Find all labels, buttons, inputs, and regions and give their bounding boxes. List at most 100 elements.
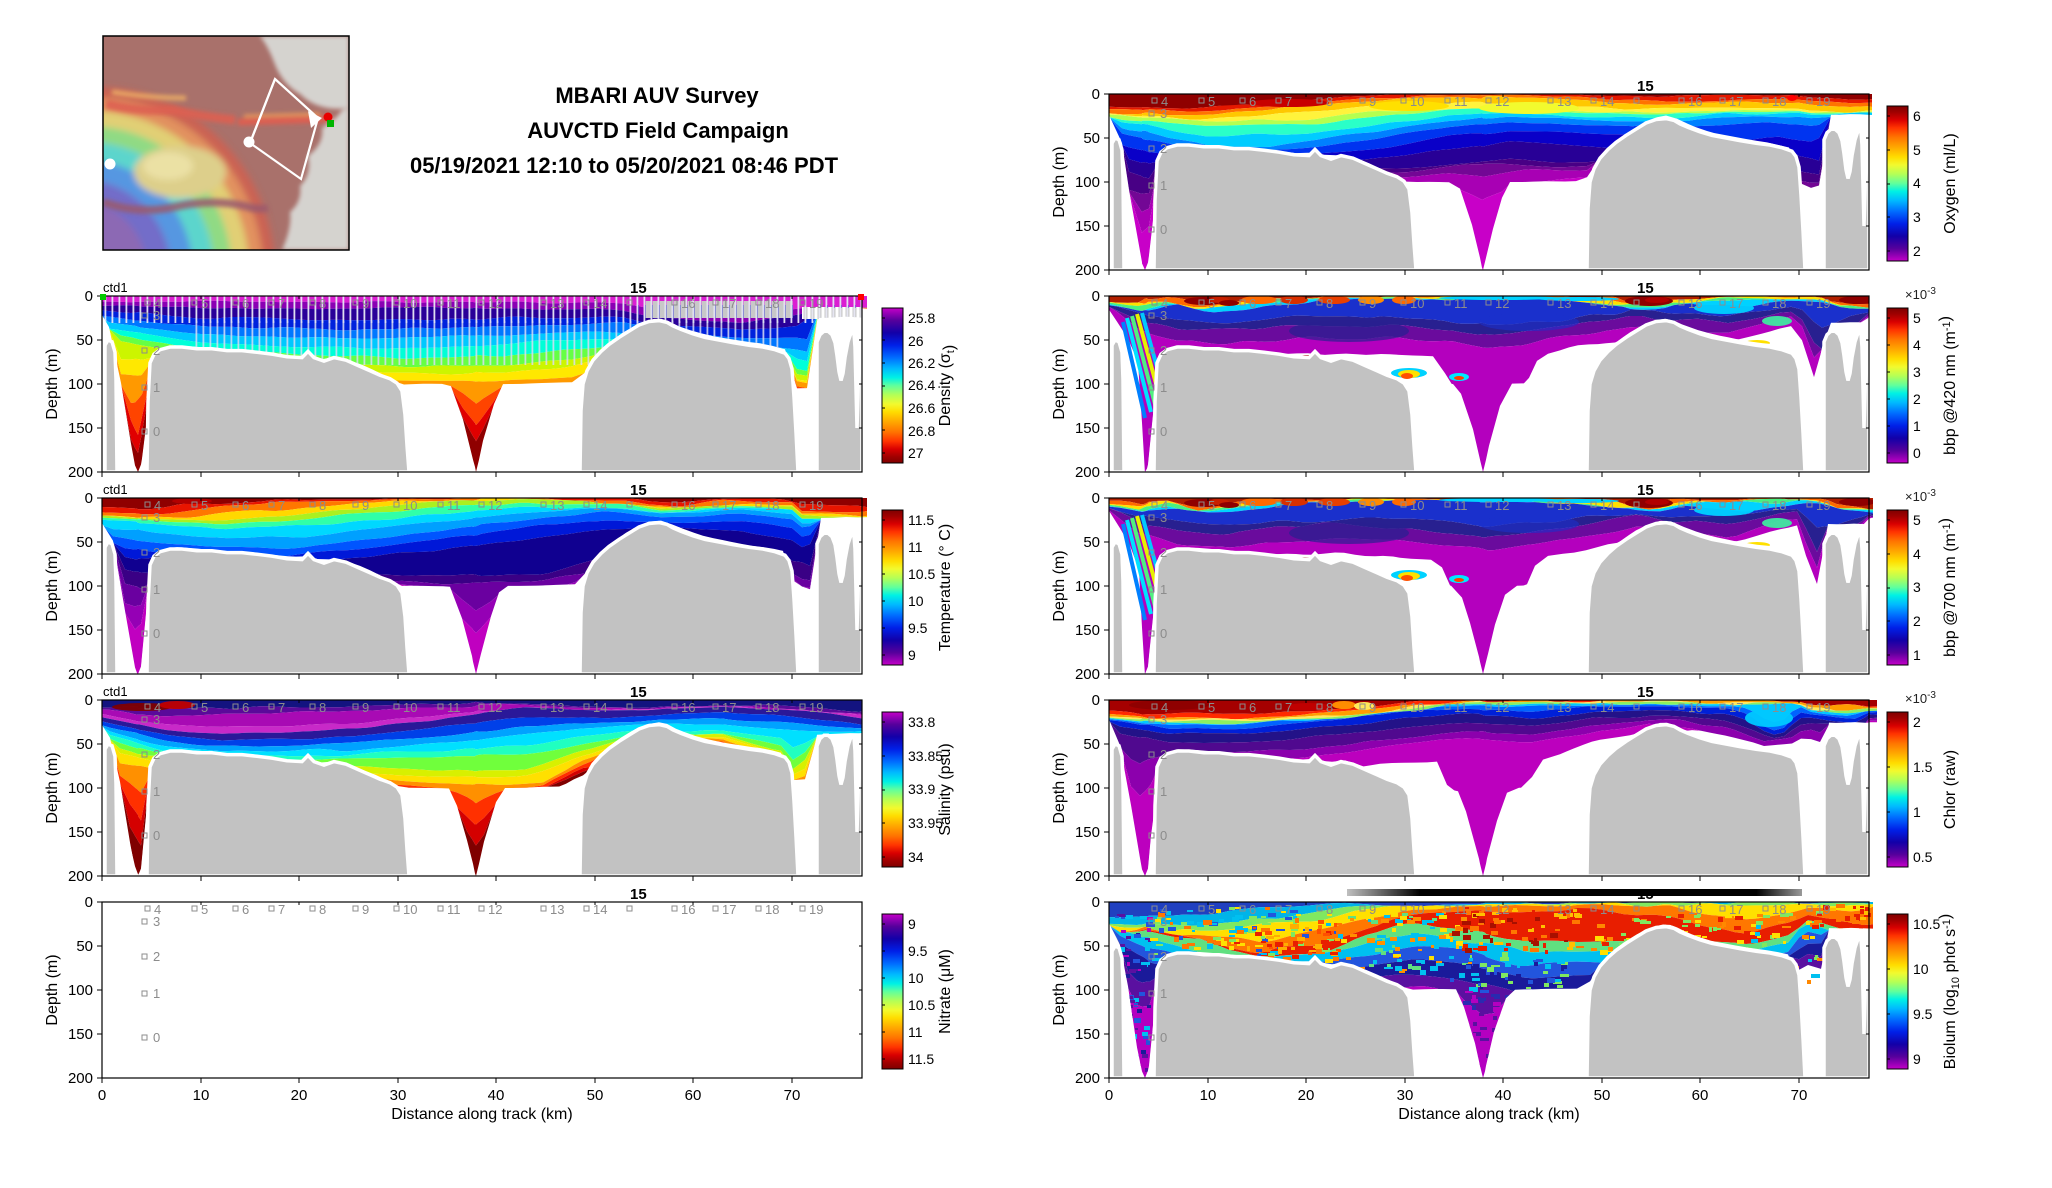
svg-text:26.6: 26.6 [908,400,935,416]
svg-text:9: 9 [908,916,916,932]
svg-text:17: 17 [722,296,736,311]
svg-text:0: 0 [1160,424,1167,439]
svg-text:70: 70 [1791,1087,1808,1104]
svg-text:9: 9 [362,902,369,917]
svg-text:50: 50 [1083,534,1100,551]
svg-text:18: 18 [765,296,779,311]
svg-text:26: 26 [908,333,924,349]
svg-text:19: 19 [1816,498,1830,513]
svg-text:6: 6 [242,700,249,715]
svg-text:12: 12 [488,498,502,513]
svg-text:Depth (m): Depth (m) [1051,550,1068,621]
svg-text:9: 9 [362,498,369,513]
svg-text:100: 100 [1075,578,1100,595]
svg-text:10: 10 [1913,961,1929,977]
svg-text:4: 4 [154,498,161,513]
svg-text:11: 11 [1454,296,1468,311]
svg-text:40: 40 [1495,1087,1512,1104]
svg-text:50: 50 [76,332,93,349]
svg-text:18: 18 [1772,700,1786,715]
svg-text:Depth (m): Depth (m) [44,550,61,621]
svg-text:12: 12 [488,902,502,917]
svg-text:17: 17 [1729,498,1743,513]
svg-text:11: 11 [1454,498,1468,513]
svg-text:12: 12 [1495,94,1509,109]
svg-text:19: 19 [1816,94,1830,109]
svg-text:15: 15 [630,280,647,297]
svg-text:33.8: 33.8 [908,714,935,730]
svg-text:18: 18 [765,700,779,715]
svg-text:10: 10 [1410,94,1424,109]
svg-text:0: 0 [1913,445,1921,461]
svg-text:Depth (m): Depth (m) [1051,954,1068,1025]
svg-text:9: 9 [362,700,369,715]
svg-text:8: 8 [319,902,326,917]
svg-text:2: 2 [1913,613,1921,629]
svg-text:50: 50 [1594,1087,1611,1104]
svg-text:19: 19 [809,902,823,917]
svg-text:10: 10 [908,593,924,609]
svg-text:18: 18 [765,902,779,917]
svg-text:17: 17 [1729,94,1743,109]
svg-text:1.5: 1.5 [1913,759,1933,775]
svg-text:19: 19 [809,296,823,311]
svg-text:16: 16 [681,700,695,715]
svg-text:11: 11 [447,498,461,513]
svg-text:200: 200 [68,666,93,683]
svg-text:3: 3 [1913,209,1921,225]
svg-text:ctd1: ctd1 [103,280,128,295]
svg-text:40: 40 [488,1087,505,1104]
svg-text:7: 7 [278,902,285,917]
svg-text:13: 13 [550,498,564,513]
svg-text:18: 18 [1772,902,1786,917]
svg-text:15: 15 [630,684,647,701]
svg-text:MBARI AUV Survey: MBARI AUV Survey [555,83,759,108]
svg-text:18: 18 [1772,498,1786,513]
svg-text:20: 20 [291,1087,308,1104]
svg-text:1: 1 [153,380,160,395]
svg-text:7: 7 [278,296,285,311]
svg-text:0: 0 [1092,86,1100,103]
svg-text:200: 200 [1075,1070,1100,1087]
svg-text:Depth (m): Depth (m) [1051,752,1068,823]
svg-text:10.5: 10.5 [1913,916,1940,932]
svg-text:16: 16 [681,498,695,513]
svg-text:1: 1 [153,582,160,597]
svg-text:10: 10 [403,296,417,311]
svg-text:6: 6 [1913,108,1921,124]
svg-text:6: 6 [1249,94,1256,109]
svg-text:17: 17 [722,902,736,917]
svg-text:7: 7 [1285,94,1292,109]
svg-text:3: 3 [1913,364,1921,380]
svg-text:14: 14 [1600,296,1614,311]
svg-text:Biolum (log10 phot s-1): Biolum (log10 phot s-1) [1937,914,1962,1069]
svg-text:Temperature (° C): Temperature (° C) [937,524,954,651]
svg-text:Nitrate (μM): Nitrate (μM) [937,949,954,1034]
svg-text:7: 7 [278,700,285,715]
svg-text:8: 8 [1326,296,1333,311]
svg-text:33.95: 33.95 [908,815,943,831]
svg-text:8: 8 [1326,94,1333,109]
svg-text:26.8: 26.8 [908,423,935,439]
svg-text:100: 100 [68,780,93,797]
svg-text:200: 200 [1075,868,1100,885]
svg-text:5: 5 [201,296,208,311]
svg-text:1: 1 [153,986,160,1001]
svg-text:19: 19 [1816,296,1830,311]
svg-text:4: 4 [1913,175,1921,191]
svg-text:ctd1: ctd1 [103,482,128,497]
svg-text:6: 6 [242,296,249,311]
svg-text:2: 2 [1160,545,1167,560]
svg-text:13: 13 [1557,498,1571,513]
svg-text:14: 14 [1600,498,1614,513]
svg-text:100: 100 [1075,376,1100,393]
svg-text:11: 11 [1454,902,1468,917]
svg-text:2: 2 [1160,141,1167,156]
svg-text:100: 100 [1075,780,1100,797]
svg-text:10: 10 [193,1087,210,1104]
svg-text:14: 14 [593,296,607,311]
svg-text:150: 150 [68,824,93,841]
svg-text:4: 4 [1913,546,1921,562]
svg-text:6: 6 [1249,700,1256,715]
svg-text:0: 0 [98,1087,106,1104]
